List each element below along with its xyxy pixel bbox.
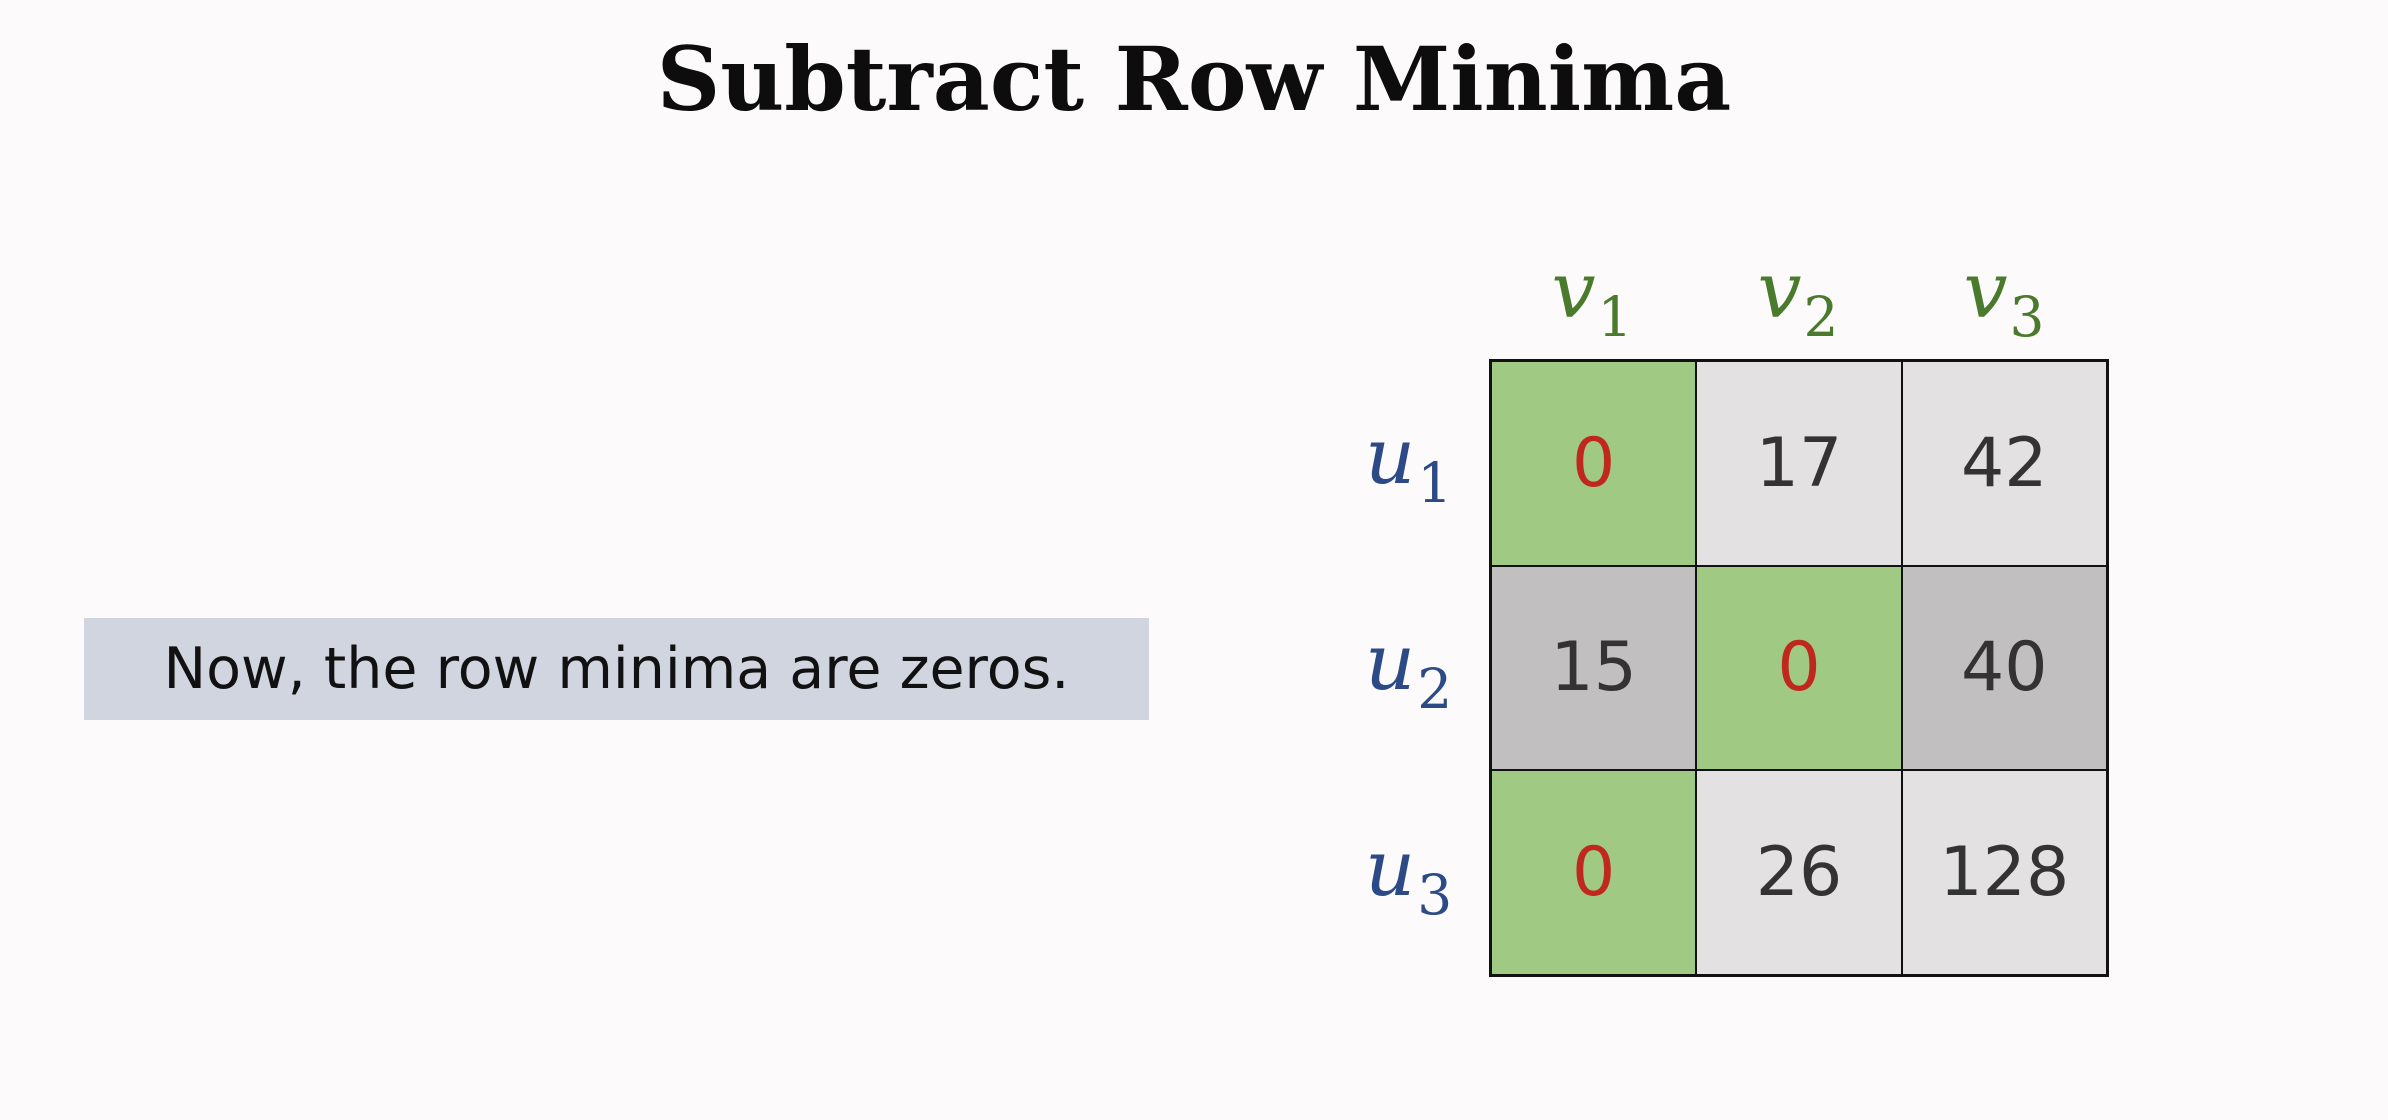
slide-title: Subtract Row Minima — [656, 27, 1732, 131]
column-label-v3: v3 — [1963, 246, 2045, 350]
note-box: Now, the row minima are zeros. — [84, 618, 1149, 720]
matrix-cell-r2-c2: 0 — [1696, 565, 1902, 771]
matrix-cell-r2-c1: 15 — [1491, 565, 1697, 771]
matrix-cell-r1-c1: 0 — [1491, 361, 1697, 566]
matrix-cell-r1-c2: 17 — [1696, 361, 1902, 566]
matrix-cell-r2-c3: 40 — [1901, 565, 2107, 771]
row-label-u3: u3 — [1365, 824, 1453, 928]
row-label-u1: u1 — [1365, 412, 1453, 516]
column-label-v1: v1 — [1551, 246, 1633, 350]
note-text: Now, the row minima are zeros. — [163, 636, 1070, 702]
matrix-cell-r3-c2: 26 — [1696, 770, 1902, 975]
matrix-cell-r3-c1: 0 — [1491, 770, 1697, 975]
column-label-v2: v2 — [1757, 246, 1839, 350]
matrix-cell-r1-c3: 42 — [1901, 361, 2107, 566]
row-label-u2: u2 — [1365, 618, 1453, 722]
matrix-cell-r3-c3: 128 — [1901, 770, 2107, 975]
cost-matrix: 0 17 42 15 0 40 0 26 128 — [1489, 359, 2109, 977]
